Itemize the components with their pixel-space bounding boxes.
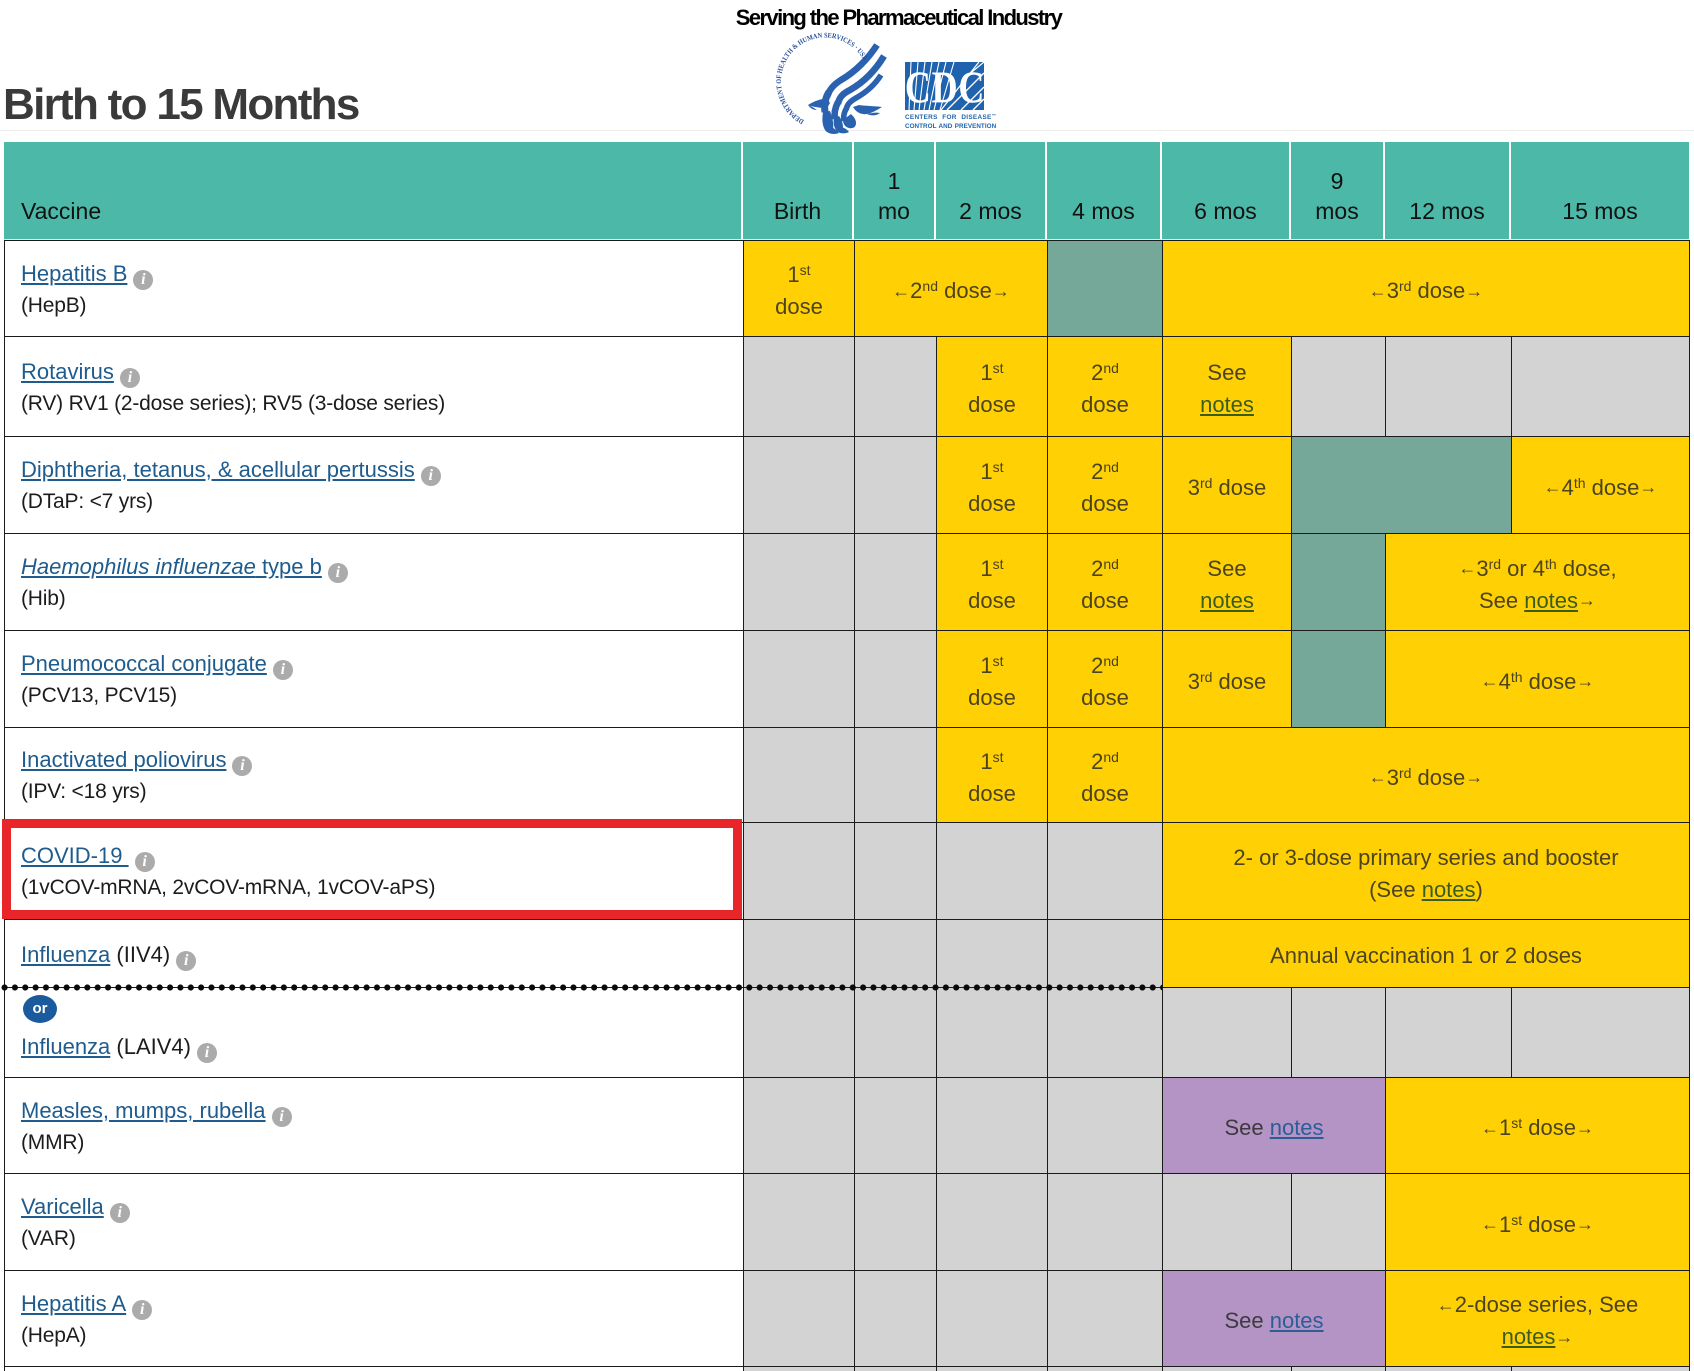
svg-text:CDC: CDC (905, 63, 985, 113)
svg-text:CONTROL AND PREVENTION: CONTROL AND PREVENTION (905, 123, 997, 130)
svg-text:CENTERS FOR DISEASE™: CENTERS FOR DISEASE™ (905, 113, 997, 121)
